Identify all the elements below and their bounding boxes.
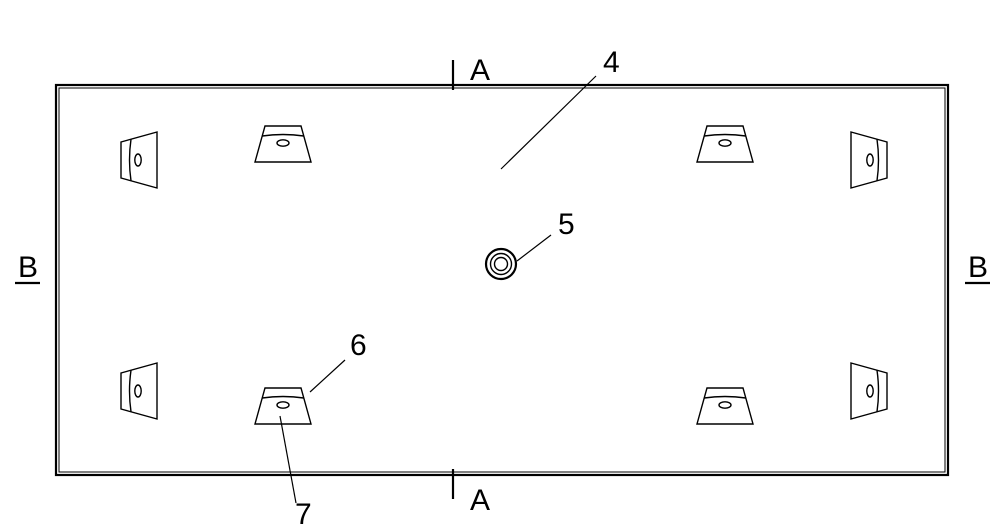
callout-label-c6: 6 (350, 329, 367, 362)
callout-label-c7: 7 (295, 498, 312, 528)
diagram-canvas: A A B B 4 5 6 7 (0, 0, 1000, 528)
background (0, 0, 1000, 528)
section-label-B_left: B (18, 251, 38, 284)
section-label-B_right: B (968, 251, 988, 284)
section-label-A_top: A (470, 54, 490, 87)
section-label-A_bottom: A (470, 484, 490, 517)
callout-label-c4: 4 (603, 46, 620, 79)
callout-label-c5: 5 (558, 208, 575, 241)
